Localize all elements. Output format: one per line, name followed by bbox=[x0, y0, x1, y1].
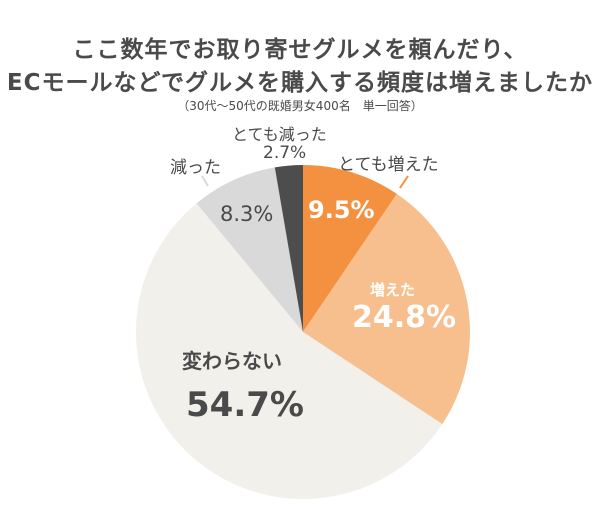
chart-title-line2: ECモールなどでグルメを購入する頻度は増えましたか bbox=[6, 70, 594, 96]
slice-very-decreased bbox=[274, 165, 303, 332]
label-increased-value: 24.8% bbox=[352, 300, 457, 335]
leader-line-decreased bbox=[201, 175, 209, 187]
chart-subtitle: （30代〜50代の既婚男女400名 単一回答） bbox=[177, 99, 423, 113]
chart-title-line1: ここ数年でお取り寄せグルメを頼んだり、 bbox=[72, 37, 528, 63]
leader-line-very-increased bbox=[399, 175, 409, 189]
slice-decreased bbox=[196, 167, 303, 332]
label-unchanged-value: 54.7% bbox=[186, 385, 304, 425]
label-very-decreased-name: とても減った bbox=[232, 125, 327, 144]
label-very-increased-name: とても増えた bbox=[338, 155, 439, 175]
label-unchanged-name: 変わらない bbox=[182, 349, 282, 373]
label-increased-name: 増えた bbox=[370, 281, 416, 299]
slice-unchanged bbox=[136, 203, 443, 500]
label-very-decreased-value: 2.7% bbox=[263, 143, 307, 163]
label-decreased-name: 減った bbox=[170, 158, 221, 178]
label-very-increased-value: 9.5% bbox=[308, 196, 375, 224]
slice-increased bbox=[303, 193, 470, 425]
slice-very-increased bbox=[303, 165, 397, 332]
label-decreased-value: 8.3% bbox=[220, 202, 274, 226]
